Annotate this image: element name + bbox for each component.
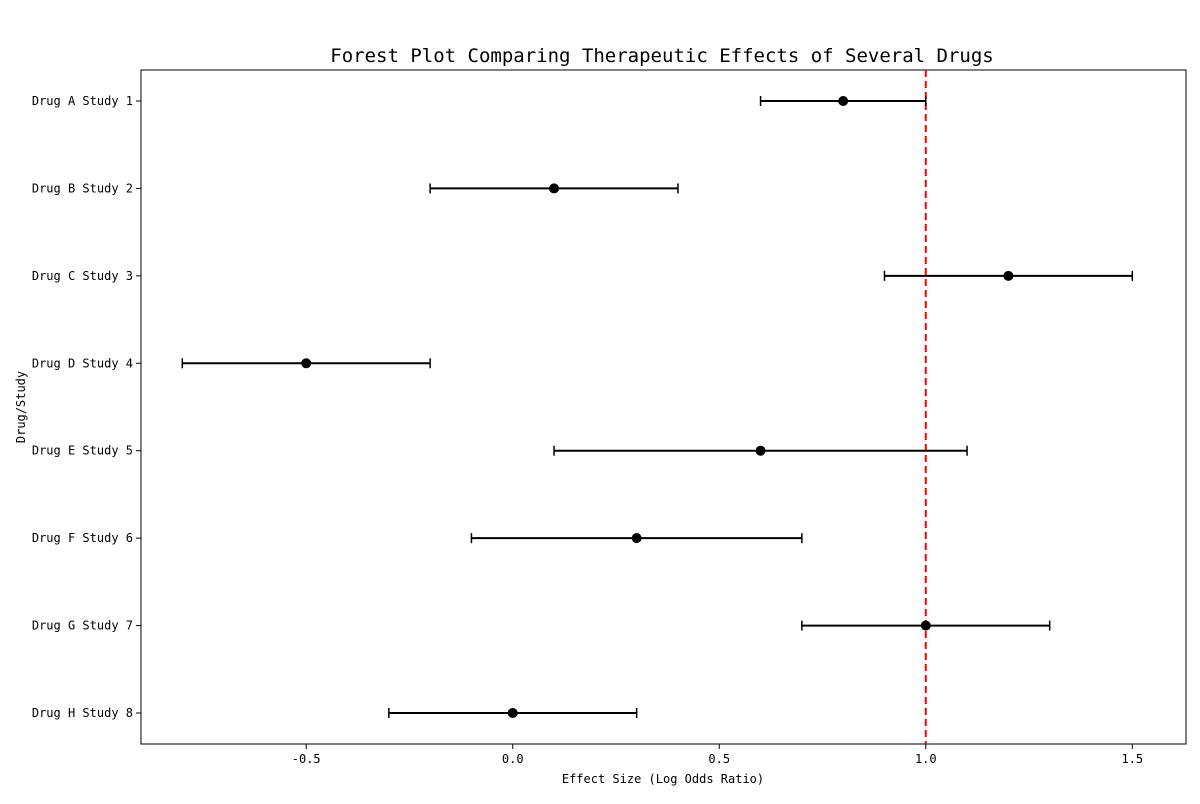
y-tick-label: Drug B Study 2 [32, 181, 133, 195]
y-tick-label: Drug E Study 5 [32, 444, 133, 458]
effect-point [755, 445, 766, 456]
y-axis: Drug A Study 1 Drug B Study 2 Drug C Study… [32, 94, 141, 720]
plot-area [140, 69, 1187, 745]
chart-title: Forest Plot Comparing Therapeutic Effect… [330, 45, 993, 67]
y-tick-label: Drug G Study 7 [32, 619, 133, 633]
x-tick-label: 0.5 [708, 752, 730, 766]
y-axis-label: Drug/Study [14, 371, 28, 443]
effect-point [920, 620, 931, 631]
y-tick-label: Drug C Study 3 [32, 269, 133, 283]
x-tick-label: 1.5 [1121, 752, 1143, 766]
effect-point [507, 708, 518, 718]
x-axis-label: Effect Size (Log Odds Ratio) [562, 772, 764, 786]
x-tick-label: -0.5 [292, 752, 321, 766]
effect-point [631, 533, 642, 544]
y-tick-label: Drug F Study 6 [32, 531, 133, 545]
y-tick-label: Drug A Study 1 [32, 94, 133, 108]
effect-point [301, 358, 312, 369]
y-tick-label: Drug H Study 8 [32, 706, 133, 720]
effect-point [1003, 270, 1014, 281]
data-marks [181, 96, 1134, 718]
y-tick-label: Drug D Study 4 [32, 356, 133, 370]
x-axis: -0.5 0.0 0.5 1.0 1.5 [292, 744, 1143, 766]
effect-point [549, 183, 560, 194]
x-tick-label: 1.0 [915, 752, 937, 766]
effect-point [838, 96, 849, 106]
x-tick-label: 0.0 [502, 752, 524, 766]
